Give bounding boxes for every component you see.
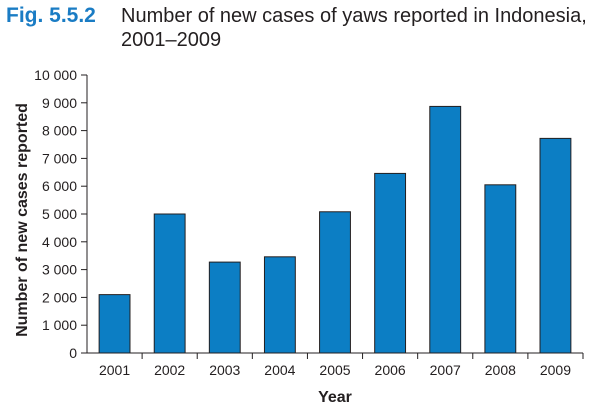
y-axis-title: Number of new cases reported: [14, 103, 31, 337]
bar-2005: [319, 211, 351, 354]
y-tick-label: 6 000: [42, 178, 77, 194]
x-tick-label: 2006: [375, 362, 406, 378]
x-axis-title: Year: [318, 389, 352, 406]
x-tick-label: 2001: [99, 362, 130, 378]
y-tick-label: 4 000: [42, 234, 77, 250]
bar-2007: [429, 105, 462, 354]
x-tick-label: 2008: [485, 362, 516, 378]
x-tick-label: 2003: [209, 362, 240, 378]
y-axis-ticks: 0 1 000 2 000 3 000 4 000 5 000 6 000 7 000 8 00…: [34, 67, 87, 361]
x-tick-label: 2005: [319, 362, 350, 378]
bar-2003: [208, 261, 241, 354]
y-tick-label: 7 000: [42, 150, 77, 166]
bar-2006: [374, 172, 407, 354]
bar-2004: [263, 256, 296, 354]
x-tick-label: 2007: [430, 362, 461, 378]
bar-2009: [539, 137, 572, 354]
y-tick-label: 1 000: [42, 317, 77, 333]
figure-title: Number of new cases of yaws reported in …: [121, 5, 587, 51]
y-tick-label: 9 000: [42, 95, 77, 111]
y-tick-label: 10 000: [34, 67, 77, 83]
bar-2008: [484, 184, 517, 354]
x-tick-label: 2002: [154, 362, 185, 378]
y-tick-label: 3 000: [42, 262, 77, 278]
y-tick-label: 8 000: [42, 123, 77, 139]
bar-2002: [153, 213, 186, 354]
y-tick-label: 0: [69, 345, 77, 361]
x-axis-ticks: 2001 2002 2003 2004 2005 2006 2007 2008 2009: [99, 353, 584, 378]
figure-label: Fig. 5.5.2: [6, 4, 96, 27]
y-tick-label: 5 000: [42, 206, 77, 222]
y-tick-label: 2 000: [42, 289, 77, 305]
x-tick-label: 2004: [264, 362, 295, 378]
bar-2001: [98, 294, 131, 354]
bars: [98, 105, 572, 354]
x-tick-label: 2009: [540, 362, 571, 378]
